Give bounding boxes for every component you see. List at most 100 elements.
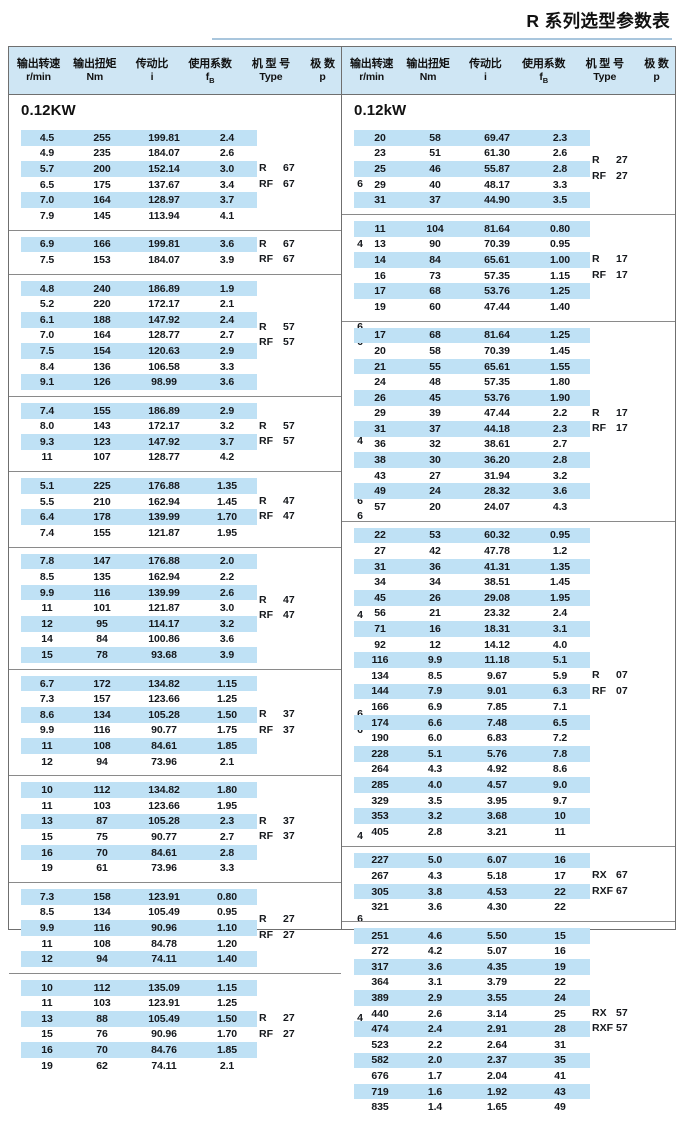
cell-i: 186.89 <box>148 404 180 417</box>
cell-fb: 1.50 <box>216 708 238 721</box>
table-row: 582 2.0 2.37 35 <box>354 1052 590 1069</box>
cell-nm: 1.4 <box>427 1101 443 1114</box>
cell-fb: 2.6 <box>219 586 235 599</box>
cell-fb: 22 <box>554 885 566 898</box>
cell-nm: 103 <box>93 799 111 812</box>
pole-count-group: 44 <box>670 406 684 437</box>
cell-fb: 1.25 <box>549 329 571 342</box>
cell-nm: 4.3 <box>427 763 443 776</box>
spec-block: 7.8 147 176.88 2.0 8.5 135 162.94 2.2 9.9 116 139.… <box>9 548 363 670</box>
table-row: 7.4 155 186.89 2.9 <box>21 402 257 419</box>
cell-rpm: 11 <box>41 799 53 812</box>
cell-i: 31.94 <box>484 469 510 482</box>
model-type: R 67 <box>259 162 295 175</box>
cell-fb: 1.35 <box>549 560 571 573</box>
spec-block: 7.4 155 186.89 2.9 8.0 143 172.17 3.2 9.3 123 147.… <box>9 397 363 473</box>
cell-fb: 3.3 <box>219 360 235 373</box>
table-row: 5.7 200 152.14 3.0 <box>21 161 257 177</box>
cell-fb: 1.95 <box>549 591 571 604</box>
cell-nm: 32 <box>429 438 441 451</box>
cell-fb: 2.9 <box>219 404 235 417</box>
spec-rows: 20 58 69.47 2.3 23 51 61.30 2.6 25 46 55.87 2.8 29 40… <box>342 130 590 208</box>
cell-nm: 16 <box>429 623 441 636</box>
cell-rpm: 228 <box>371 747 389 760</box>
cell-rpm: 17 <box>374 329 386 342</box>
table-row: 305 3.8 4.53 22 <box>354 883 590 900</box>
table-row: 405 2.8 3.21 11 <box>354 824 590 840</box>
pole-count-group: 44 <box>670 668 684 699</box>
cell-i: 7.85 <box>486 700 508 713</box>
model-type-group: R 07 RF 07 <box>592 668 670 699</box>
cell-rpm: 7.3 <box>39 890 55 903</box>
cell-i: 65.61 <box>484 360 510 373</box>
table-row: 5.5 210 162.94 1.45 <box>21 494 257 510</box>
table-row: 20 58 70.39 1.45 <box>354 343 590 359</box>
pole-count: 4 <box>357 435 363 448</box>
cell-fb: 2.1 <box>219 755 235 768</box>
cell-fb: 4.0 <box>552 638 568 651</box>
header-row-units: r/min Nm i fB Type p <box>342 71 675 90</box>
cell-rpm: 19 <box>374 300 386 313</box>
cell-i: 74.11 <box>151 1059 177 1072</box>
cell-nm: 220 <box>93 298 111 311</box>
cell-rpm: 43 <box>374 469 386 482</box>
cell-fb: 6.5 <box>552 716 568 729</box>
cell-nm: 40 <box>429 178 441 191</box>
cell-rpm: 134 <box>371 669 389 682</box>
cell-fb: 3.2 <box>219 617 235 630</box>
cell-rpm: 7.3 <box>39 693 55 706</box>
cell-fb: 2.0 <box>219 555 235 568</box>
cell-fb: 9.0 <box>552 778 568 791</box>
table-row: 329 3.5 3.95 9.7 <box>354 793 590 809</box>
table-row: 15 78 93.68 3.9 <box>21 647 257 663</box>
cell-fb: 1.45 <box>216 495 238 508</box>
cell-nm: 178 <box>93 511 111 524</box>
cell-rpm: 8.5 <box>39 906 55 919</box>
cell-i: 90.77 <box>151 830 177 843</box>
table-row: 20 58 69.47 2.3 <box>354 130 590 146</box>
pole-count: 4 <box>357 609 363 622</box>
cell-i: 28.32 <box>484 485 510 498</box>
cell-fb: 1.45 <box>549 344 571 357</box>
spec-block: 4.5 255 199.81 2.4 4.9 235 184.07 2.6 5.7 200 152.… <box>9 124 363 231</box>
cell-i: 114.17 <box>148 617 180 630</box>
cell-nm: 4.3 <box>427 869 443 882</box>
cell-nm: 48 <box>429 376 441 389</box>
model-type: R 37 <box>259 814 295 827</box>
cell-i: 1.92 <box>486 1085 508 1098</box>
pole-count: 6 <box>670 268 684 284</box>
model-type-group: R 27 RF 27 <box>259 912 337 943</box>
cell-fb: 1.15 <box>216 677 238 690</box>
cell-fb: 1.45 <box>549 576 571 589</box>
pole-count: 6 <box>357 913 363 926</box>
table-row: 364 3.1 3.79 22 <box>354 975 590 991</box>
cell-i: 5.18 <box>486 869 508 882</box>
cell-fb: 1.95 <box>216 526 238 539</box>
cell-rpm: 4.8 <box>39 282 55 295</box>
cell-rpm: 11 <box>41 937 53 950</box>
cell-nm: 6.6 <box>427 716 443 729</box>
cell-nm: 4.0 <box>427 778 443 791</box>
cell-rpm: 474 <box>371 1023 389 1036</box>
header-row-units: r/min Nm i fB Type p <box>9 71 341 90</box>
cell-rpm: 15 <box>41 830 53 843</box>
spec-meta: R 47 RF 47 6 6 <box>257 478 383 540</box>
cell-i: 100.86 <box>148 633 180 646</box>
header-poles: 极 数 <box>310 58 335 70</box>
cell-nm: 1.7 <box>427 1070 443 1083</box>
cell-i: 60.32 <box>484 529 510 542</box>
table-row: 7.0 164 128.97 3.7 <box>21 192 257 208</box>
cell-i: 90.96 <box>151 1028 177 1041</box>
cell-nm: 37 <box>429 422 441 435</box>
cell-nm: 2.4 <box>427 1023 443 1036</box>
cell-i: 162.94 <box>148 495 180 508</box>
spec-rows: 10 112 134.82 1.80 11 103 123.66 1.95 13 87 105.28… <box>9 782 257 876</box>
table-row: 36 32 38.61 2.7 <box>354 437 590 453</box>
spec-rows: 4.8 240 186.89 1.9 5.2 220 172.17 2.1 6.1 188 147.… <box>9 280 257 390</box>
cell-nm: 95 <box>96 617 108 630</box>
model-type-group: R 47 RF 47 <box>259 593 337 624</box>
table-row: 267 4.3 5.18 17 <box>354 868 590 884</box>
cell-rpm: 10 <box>41 784 53 797</box>
